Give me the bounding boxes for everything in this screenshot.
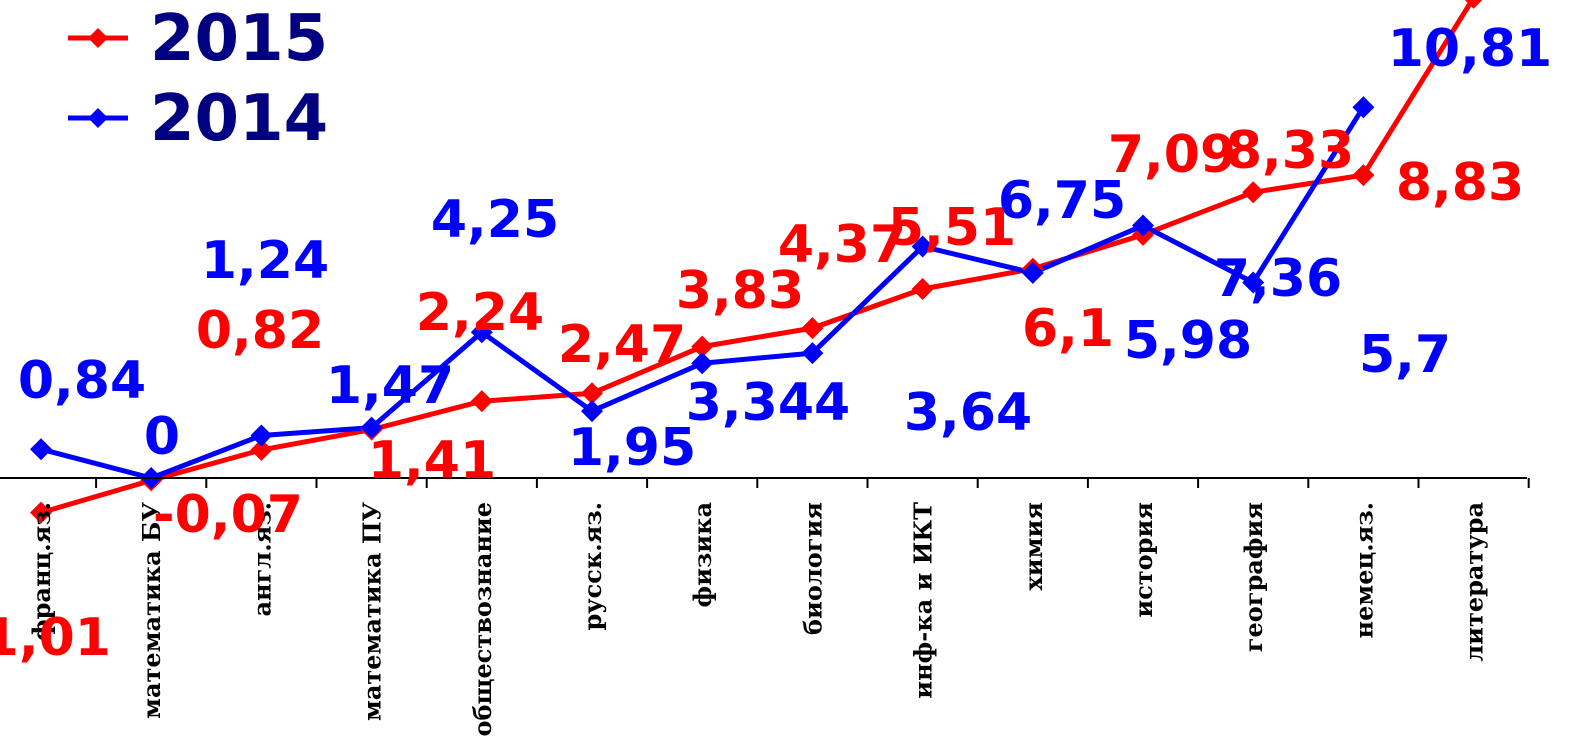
legend-marker-2014 [88, 108, 108, 128]
x-tick-label: обществознание [468, 502, 497, 737]
data-label-2015: 1,41 [368, 431, 496, 491]
series-marker-2015 [250, 438, 273, 461]
x-tick-label: география [1239, 502, 1268, 652]
data-label-2014: 0 [144, 407, 180, 467]
data-label-2015: 2,47 [558, 315, 686, 375]
data-label-2015: 8,83 [1396, 153, 1524, 213]
x-tick-label: история [1129, 502, 1158, 618]
x-tick-label: литература [1460, 502, 1489, 662]
series-marker-2015 [30, 501, 52, 524]
data-label-2015: -1,01 [0, 608, 111, 668]
legend-marker-2015 [88, 28, 108, 48]
series-marker-2015 [1464, 0, 1483, 9]
data-label-2015: 7,09 [1108, 125, 1236, 185]
data-label-2015: 3,83 [676, 261, 804, 321]
data-label-2015: 5,51 [888, 198, 1016, 258]
data-label-2014: 0,84 [18, 351, 146, 411]
series-marker-2015 [1242, 181, 1265, 204]
data-label-2014: 5,7 [1359, 325, 1451, 385]
legend-label-2015: 2015 [150, 2, 328, 76]
series-marker-2015 [1352, 164, 1375, 187]
x-tick-label: англ.яз. [247, 502, 276, 617]
series-marker-2014 [1352, 96, 1375, 119]
data-label-2014: 5,98 [1124, 311, 1252, 371]
data-label-2015: 0,82 [196, 301, 324, 361]
series-marker-2015 [911, 278, 934, 301]
series-marker-2014 [1132, 214, 1154, 237]
series-markers [30, 0, 1483, 524]
data-label-2015: 6,1 [1022, 299, 1114, 359]
data-label-2014: 1,47 [326, 356, 454, 416]
x-tick-label: химия [1019, 502, 1048, 591]
data-label-2014: 7,36 [1214, 249, 1342, 309]
data-label-2014: 1,24 [201, 231, 329, 291]
series-marker-2014 [470, 321, 493, 344]
series-line-2015 [40, 0, 1476, 515]
x-tick-label: франц.яз. [27, 502, 56, 641]
data-labels: -1,01 -0,07 0,82 1,41 2,242,473,834,375,516,… [0, 19, 1552, 668]
series-marker-2014 [801, 342, 824, 365]
data-label-2014: 6,75 [998, 171, 1126, 231]
legend-label-2014: 2014 [150, 82, 328, 156]
series-marker-2014 [1021, 261, 1044, 284]
data-label-2014: 3,344 [686, 373, 850, 433]
data-label-2015: 2,24 [416, 283, 544, 343]
series-marker-2014 [581, 400, 603, 423]
x-tick-label: математика БУ [137, 501, 166, 718]
series-marker-2015 [470, 390, 493, 413]
x-tick-label: русск.яз. [578, 502, 607, 630]
series-marker-2015 [801, 317, 824, 340]
data-label-2014: 10,81 [1388, 19, 1552, 79]
x-tick-label: инф-ка и ИКТ [909, 502, 938, 699]
data-label-2014: 3,64 [904, 383, 1032, 443]
series-marker-2015 [691, 335, 714, 358]
series-marker-2014 [1242, 271, 1265, 294]
data-label-2014: 1,95 [568, 418, 696, 478]
x-tick-label: математика ПУ [358, 501, 387, 721]
series-marker-2014 [691, 352, 714, 375]
series-marker-2014 [30, 438, 52, 461]
series-marker-2014 [250, 424, 273, 447]
series-marker-2015 [581, 382, 603, 405]
x-axis: франц.яз. математика БУ англ.яз. математика… [0, 477, 1530, 737]
data-label-2015: 8,33 [1226, 121, 1354, 181]
x-tick-label: немец.яз. [1349, 502, 1378, 638]
x-tick-label: биология [798, 502, 827, 635]
data-label-2015: 4,37 [778, 215, 906, 275]
x-tick-label: физика [688, 502, 717, 607]
data-label-2015: -0,07 [153, 485, 303, 545]
series-marker-2014 [911, 235, 934, 258]
data-label-2014: 4,25 [431, 190, 559, 250]
series-marker-2014 [360, 416, 383, 439]
